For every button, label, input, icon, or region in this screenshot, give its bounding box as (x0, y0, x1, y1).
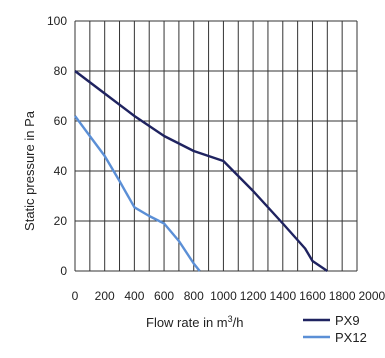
tick-labels: 0 200 400 600 800 1000 1200 1400 1600 1800 2000 0 20… (47, 14, 385, 303)
series-line-px9 (74, 70, 328, 272)
series-lines (74, 70, 328, 272)
x-tick-label: 1600 (299, 289, 326, 303)
y-tick-label: 0 (60, 264, 67, 278)
y-tick-label: 100 (47, 14, 67, 28)
x-tick-label: 800 (184, 289, 204, 303)
legend-label-px12: PX12 (335, 330, 367, 345)
y-tick-label: 20 (54, 214, 68, 228)
y-tick-label: 40 (54, 164, 68, 178)
x-tick-label: 2000 (358, 289, 385, 303)
legend: PX9 PX12 (303, 313, 367, 345)
x-axis-label: Flow rate in m3/h (146, 314, 244, 330)
x-tick-label: 400 (124, 289, 144, 303)
series-line-px12 (74, 115, 201, 272)
y-tick-label: 60 (54, 114, 68, 128)
x-tick-label: 600 (154, 289, 174, 303)
x-tick-label: 1200 (240, 289, 267, 303)
y-axis-label: Static pressure in Pa (22, 110, 37, 231)
legend-label-px9: PX9 (335, 313, 360, 328)
x-tick-label: 1000 (210, 289, 237, 303)
x-tick-label: 1400 (269, 289, 296, 303)
x-tick-label: 0 (72, 289, 79, 303)
grid (74, 20, 358, 272)
y-tick-label: 80 (54, 64, 68, 78)
x-tick-label: 200 (95, 289, 115, 303)
x-tick-label: 1800 (329, 289, 356, 303)
